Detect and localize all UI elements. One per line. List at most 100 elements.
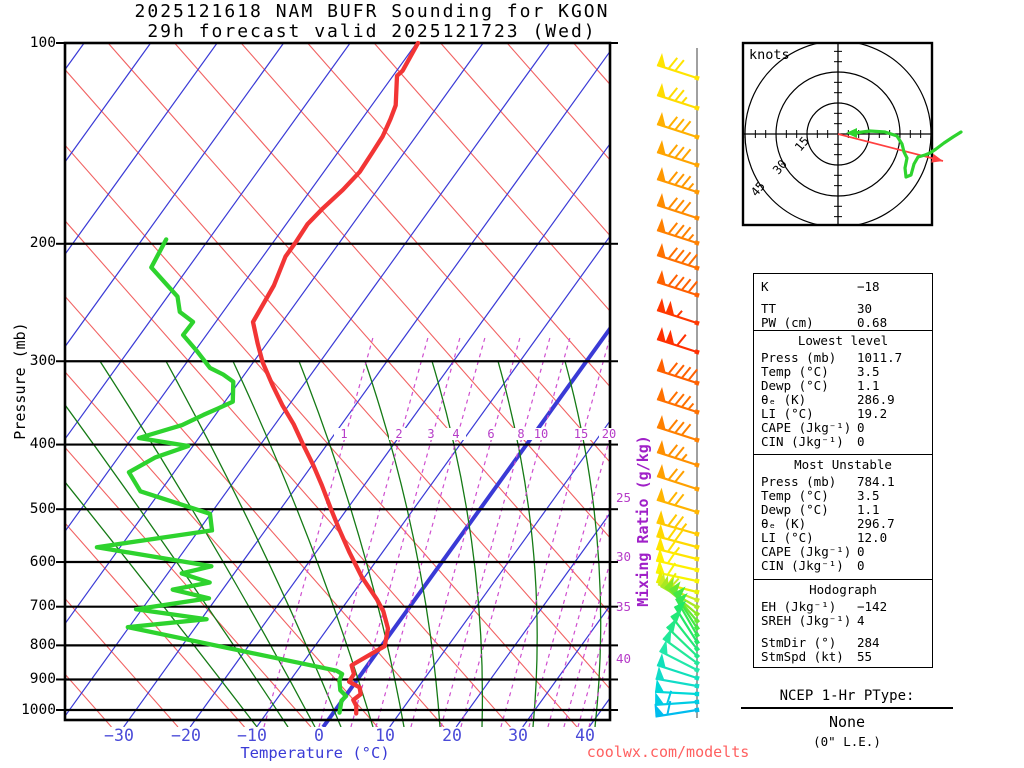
wind-barb (654, 678, 700, 697)
wind-barb-pennant (657, 439, 666, 455)
wind-barb (656, 192, 700, 221)
wind-barb-full (674, 59, 685, 72)
moist-adiabat-curve (99, 360, 316, 727)
pressure-tick-label: 700 (29, 598, 56, 614)
wind-barb (656, 326, 700, 355)
moist-adiabat-curve (497, 361, 538, 727)
wind-barb-root-dot (693, 603, 701, 611)
wind-barb-root-dot (693, 652, 701, 660)
wind-barb-root-dot (694, 544, 700, 550)
wind-barb-root-dot (694, 215, 700, 221)
isotherm-line (123, 50, 610, 727)
wind-barb-full (681, 226, 692, 239)
wind-barb-root-dot (694, 380, 700, 386)
wind-barb-full (687, 280, 698, 293)
wind-barb-pennant (656, 487, 666, 503)
wind-barb-full (674, 146, 685, 159)
table-row-label: θₑ (K) (761, 516, 807, 531)
temperature-tick-label: 30 (508, 726, 528, 745)
wind-barb-root-dot (694, 462, 700, 468)
table-row-value: 0 (857, 558, 865, 573)
wind-barb-full (674, 493, 685, 506)
wind-barb (656, 414, 700, 443)
wind-barb-shaft (656, 280, 698, 297)
wind-barb-pennant (657, 166, 666, 182)
temperature-tick-label: 40 (575, 726, 595, 745)
wind-barb-shaft (656, 93, 698, 110)
wind-barb-root-dot (694, 531, 700, 537)
wind-barb-pennant (656, 536, 665, 552)
temperature-tick-label: 10 (375, 726, 395, 745)
wind-barb-full (666, 700, 672, 715)
wind-barb-pennant (657, 463, 666, 479)
pressure-tick-label: 400 (29, 436, 56, 452)
wind-barb-pennant (659, 639, 668, 656)
table-row-value: 284 (857, 635, 880, 650)
table-row-value: 19.2 (857, 406, 888, 421)
mixing-ratio-line (588, 649, 610, 727)
ptype-heading: NCEP 1-Hr PType: (741, 688, 953, 709)
table-row-label: Press (mb) (761, 350, 837, 365)
table-row: K −18 (754, 280, 932, 294)
wind-barb (656, 439, 700, 468)
isotherm-line (189, 142, 610, 727)
wind-barb-pennant (657, 111, 666, 127)
table-row-label: CIN (Jkg⁻¹) (761, 558, 844, 573)
wind-barb (655, 690, 700, 707)
wind-barb-full (666, 551, 677, 564)
wind-barb-full (667, 539, 677, 553)
wind-barb-root-dot (694, 240, 700, 246)
wind-barb-half (681, 453, 688, 461)
moist-adiabat-curve (232, 360, 374, 727)
wind-barb-pennant (657, 297, 666, 313)
wind-barb-full (674, 249, 685, 262)
dry-adiabat-line (307, 43, 610, 388)
mixing-ratio-line (563, 560, 610, 727)
dry-adiabat-line (65, 219, 511, 727)
mixing-ratio-tick-label: 20 (599, 428, 619, 440)
table-row-value: 286.9 (857, 392, 895, 407)
wind-barb-full (676, 334, 687, 347)
table-row: θₑ (K) 296.7 (754, 517, 932, 531)
wind-barb-full (666, 690, 673, 705)
wind-barb (656, 386, 700, 415)
wind-barb-pennant (657, 326, 666, 342)
wind-barb-root-dot (694, 597, 700, 603)
temperature-tick-label: −10 (237, 726, 267, 745)
moist-adiabat-curve (431, 361, 484, 727)
table-row-label: SREH (Jkg⁻¹) (761, 613, 852, 628)
watermark-link[interactable]: coolwx.com/modelts (586, 743, 750, 761)
isotherm-line (65, 43, 152, 163)
wind-barb-root-dot (693, 624, 701, 632)
wind-barb-root-dot (694, 162, 700, 168)
wind-barb-full (667, 468, 679, 481)
wind-barb (655, 666, 700, 689)
wind-barb-pennant (657, 139, 666, 155)
wind-barb-full (681, 278, 692, 291)
table-section-header: Hodograph (809, 582, 877, 597)
table-row-value: 3.5 (857, 364, 880, 379)
table-row-value: 3.5 (857, 488, 880, 503)
title-line-1: 2025121618 NAM BUFR Sounding for KGON (134, 1, 610, 22)
wind-barb-full (674, 224, 685, 237)
moist-adiabat-curve (364, 361, 441, 727)
wind-barb-pennant (674, 600, 687, 615)
table-row-value: 1.1 (857, 378, 880, 393)
wind-barb-pennant (657, 82, 666, 98)
storm-motion-arrowhead (931, 153, 943, 163)
chart-title: 2025121618 NAM BUFR Sounding for KGON 29… (0, 2, 744, 42)
wind-barb-shaft (656, 397, 698, 414)
wind-barb-root-dot (694, 691, 700, 697)
wind-barb (655, 536, 700, 562)
table-row: CAPE (Jkg⁻¹) 0 (754, 545, 932, 559)
table-row: LI (°C) 19.2 (754, 407, 932, 421)
wind-barb-root-dot (693, 610, 701, 618)
pressure-axis-title: Pressure (mb) (11, 322, 29, 440)
table-row: Press (mb) 784.1 (754, 475, 932, 489)
wind-barb-full (674, 470, 685, 483)
wind-barb (656, 166, 700, 195)
wind-barb-root-dot (694, 292, 700, 298)
isotherm-line (455, 512, 610, 727)
wind-barb (656, 463, 700, 492)
table-row-label: Dewp (°C) (761, 502, 829, 517)
